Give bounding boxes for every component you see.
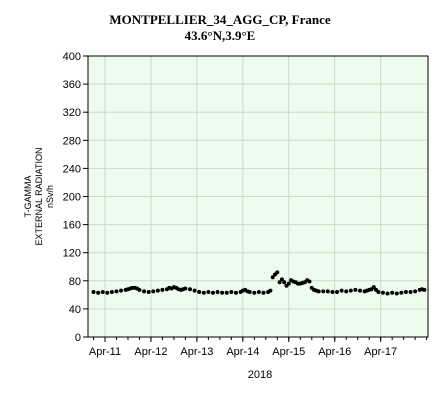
data-point (344, 289, 349, 294)
x-axis-label: 2018 (248, 369, 272, 381)
data-point (371, 285, 376, 290)
data-point (91, 290, 96, 295)
data-point (160, 287, 165, 292)
x-tick-label: Apr-11 (89, 346, 121, 358)
x-axis: Apr-11 Apr-12 Apr-13 Apr-14 Apr-15 Apr-16 Apr-… (89, 337, 428, 358)
x-tick-label: Apr-13 (180, 346, 213, 358)
x-tick-label: Apr-15 (272, 346, 305, 358)
x-tick-label: Apr-12 (134, 346, 167, 358)
data-point (268, 288, 273, 293)
data-point (247, 290, 252, 295)
y-tick-label: 0 (75, 332, 81, 344)
y-axis: 0 40 80 120 160 200 240 280 320 360 400 (63, 51, 88, 344)
y-axis-label-line: T-GAMMA (23, 176, 33, 218)
data-point (188, 287, 192, 292)
data-point (224, 290, 229, 295)
data-point (137, 287, 142, 292)
data-point (348, 288, 353, 293)
data-point (316, 289, 321, 294)
y-tick-label: 240 (63, 163, 81, 175)
data-point (252, 290, 257, 295)
data-point (192, 288, 197, 293)
data-point (321, 289, 326, 294)
data-point (96, 290, 101, 295)
data-point (380, 290, 385, 295)
data-point (385, 291, 390, 296)
y-axis-label-line: EXTERNAL RADIATION (34, 147, 44, 245)
data-point (114, 289, 119, 294)
y-tick-label: 160 (63, 220, 81, 232)
data-point (353, 287, 358, 292)
y-tick-label: 200 (63, 192, 81, 204)
data-point (105, 290, 110, 295)
data-point (330, 290, 335, 295)
data-point (277, 280, 282, 285)
y-tick-label: 80 (69, 276, 81, 288)
chart-title: MONTPELLIER_34_AGG_CP, France (109, 12, 331, 27)
grid-lines (88, 55, 428, 338)
x-tick-label: Apr-16 (318, 346, 351, 358)
y-axis-label-line: nSv/h (45, 185, 55, 208)
data-point (307, 279, 312, 284)
data-point (376, 290, 381, 295)
y-tick-label: 360 (63, 79, 81, 91)
data-point (422, 287, 427, 292)
data-point (206, 290, 211, 295)
data-point (286, 281, 291, 286)
data-point (109, 290, 114, 295)
data-point (335, 290, 340, 295)
data-point (119, 288, 124, 293)
y-tick-label: 40 (69, 304, 81, 316)
data-point (275, 270, 280, 275)
y-tick-label: 400 (63, 51, 81, 63)
data-point (220, 290, 225, 295)
data-point (261, 290, 266, 295)
data-point (270, 275, 275, 280)
data-point (100, 290, 105, 295)
data-point (155, 288, 160, 293)
data-point (390, 290, 395, 295)
y-tick-label: 280 (63, 135, 81, 147)
data-point (256, 290, 261, 295)
data-point (358, 288, 362, 293)
y-tick-label: 120 (63, 248, 81, 260)
data-point (142, 289, 147, 294)
data-point (279, 277, 284, 282)
data-point (408, 290, 413, 295)
data-point (233, 290, 238, 295)
plot-frame (87, 55, 429, 338)
data-markers (91, 270, 427, 296)
chart-subtitle: 43.6°N,3.9°E (184, 28, 256, 43)
y-axis-label: T-GAMMA EXTERNAL RADIATION nSv/h (23, 147, 55, 245)
data-point (197, 290, 202, 295)
data-point (201, 290, 206, 295)
x-tick-label: Apr-17 (364, 346, 397, 358)
data-point (151, 289, 156, 294)
data-point (215, 290, 220, 295)
data-point (403, 290, 408, 295)
data-point (394, 291, 399, 296)
data-point (282, 280, 287, 285)
data-point (210, 290, 215, 295)
x-tick-label: Apr-14 (226, 346, 259, 358)
data-point (413, 289, 418, 294)
data-point (229, 290, 234, 295)
y-tick-label: 320 (63, 107, 81, 119)
data-point (399, 290, 404, 295)
data-point (183, 286, 188, 291)
data-point (325, 289, 330, 294)
data-point (339, 288, 344, 293)
data-point (146, 290, 151, 295)
